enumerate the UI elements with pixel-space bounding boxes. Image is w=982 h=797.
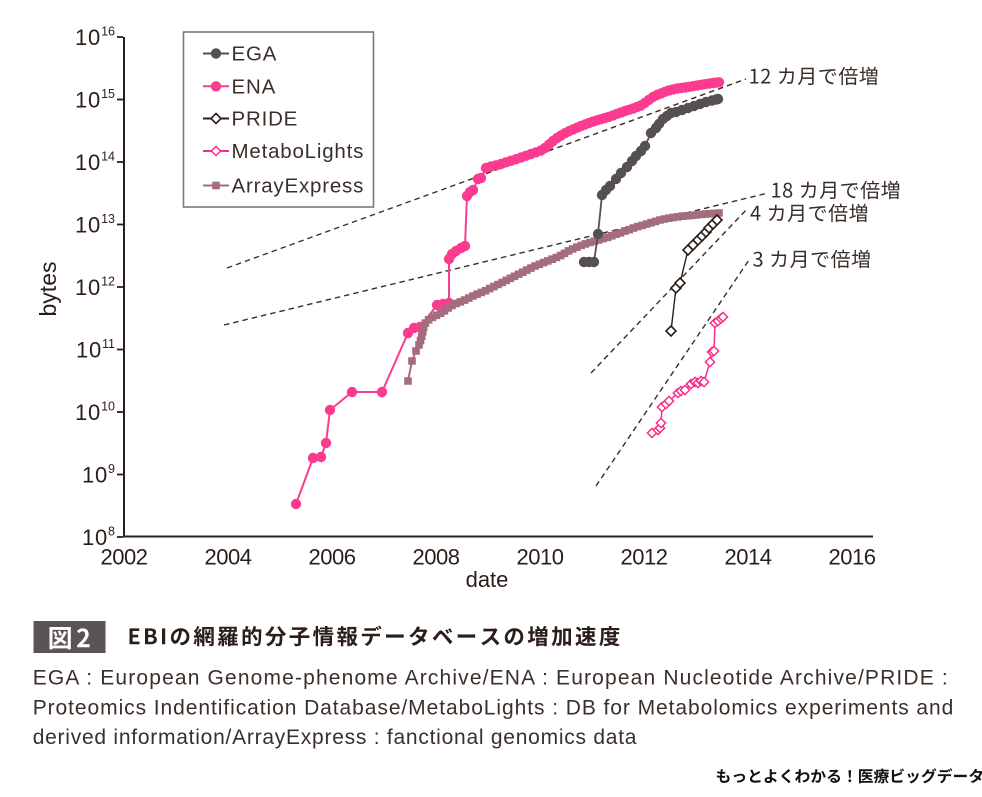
svg-text:1010: 1010 [75, 399, 115, 425]
svg-text:2006: 2006 [309, 544, 356, 569]
svg-text:2008: 2008 [413, 544, 460, 569]
svg-text:2012: 2012 [621, 544, 668, 569]
svg-text:EGA : European Genome-phenome: EGA : European Genome-phenome Archive/EN… [33, 667, 949, 690]
svg-text:2016: 2016 [829, 544, 876, 569]
svg-text:1016: 1016 [75, 24, 115, 50]
svg-text:1011: 1011 [76, 337, 115, 363]
svg-text:2010: 2010 [517, 544, 564, 569]
svg-text:MetaboLights: MetaboLights [232, 140, 365, 163]
svg-text:EGA: EGA [232, 43, 278, 66]
svg-text:ArrayExpress: ArrayExpress [232, 175, 365, 198]
svg-text:bytes: bytes [35, 262, 61, 317]
svg-text:1015: 1015 [75, 87, 115, 113]
svg-text:108: 108 [82, 524, 115, 550]
svg-text:derived information/ArrayExpre: derived information/ArrayExpress : fanct… [33, 726, 638, 749]
svg-text:1012: 1012 [75, 274, 115, 300]
svg-text:PRIDE: PRIDE [232, 108, 299, 131]
svg-text:1014: 1014 [75, 149, 115, 175]
svg-text:Proteomics Indentification Dat: Proteomics Indentification Database/Meta… [33, 696, 955, 719]
svg-text:ENA: ENA [232, 76, 277, 99]
svg-text:109: 109 [82, 462, 115, 488]
svg-text:2004: 2004 [205, 544, 252, 569]
svg-text:2002: 2002 [101, 544, 148, 569]
svg-text:1013: 1013 [75, 212, 115, 238]
svg-text:date: date [466, 567, 509, 592]
svg-text:2014: 2014 [725, 544, 772, 569]
